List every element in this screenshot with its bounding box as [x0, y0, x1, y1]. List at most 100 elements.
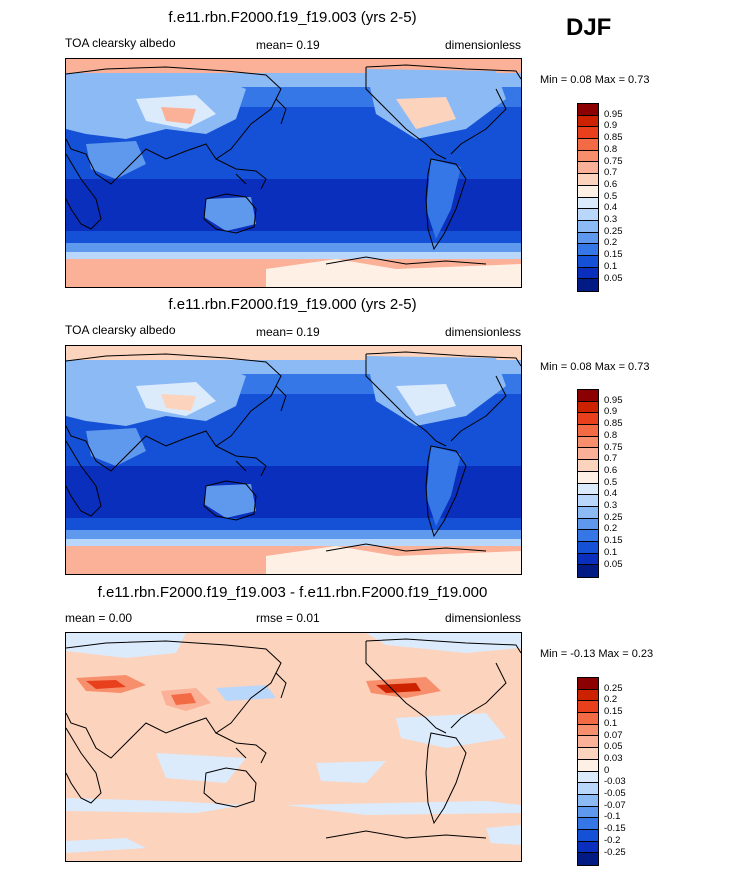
panel-2-minmax: Min = 0.08 Max = 0.73: [540, 361, 650, 373]
colorbar-label: 0.85: [604, 132, 623, 144]
panel-2-mean-label: mean= 0.19: [256, 325, 320, 339]
colorbar-label: 0.05: [604, 272, 623, 284]
panel-2-colorbar: [577, 389, 599, 578]
colorbar-swatch: [578, 518, 598, 531]
colorbar-label: 0.95: [604, 108, 623, 120]
colorbar-swatch: [578, 448, 598, 461]
colorbar-swatch: [578, 209, 598, 221]
panel-3-title: f.e11.rbn.F2000.f19_f19.003 - f.e11.rbn.…: [97, 584, 488, 601]
colorbar-label: -0.25: [604, 846, 626, 858]
panel-1-title: f.e11.rbn.F2000.f19_f19.003 (yrs 2-5): [168, 9, 417, 26]
colorbar-label: 0.07: [604, 729, 623, 741]
colorbar-label: 0.1: [604, 546, 618, 558]
colorbar-swatch: [578, 736, 598, 749]
panel-2-units-label: dimensionless: [445, 325, 522, 339]
colorbar-swatch: [578, 244, 598, 256]
colorbar-swatch: [578, 255, 598, 268]
colorbar-swatch: [578, 232, 598, 245]
colorbar-label: 0.4: [604, 488, 618, 500]
colorbar-label: 0.85: [604, 418, 623, 430]
colorbar-swatch: [578, 794, 598, 807]
colorbar-label: 0.5: [604, 190, 618, 202]
colorbar-label: 0.1: [604, 717, 618, 729]
colorbar-label: 0.6: [604, 464, 618, 476]
colorbar-label: 0.4: [604, 202, 618, 214]
panel-2-map: [65, 345, 522, 575]
colorbar-swatch: [578, 818, 598, 830]
colorbar-swatch: [578, 565, 598, 577]
panel-3-map: [65, 632, 522, 862]
colorbar-swatch: [578, 530, 598, 542]
colorbar-swatch: [578, 162, 598, 175]
colorbar-swatch: [578, 841, 598, 854]
colorbar-swatch: [578, 771, 598, 784]
colorbar-swatch: [578, 127, 598, 140]
colorbar-swatch: [578, 759, 598, 772]
colorbar-swatch: [578, 197, 598, 210]
colorbar-swatch: [578, 425, 598, 437]
colorbar-swatch: [578, 460, 598, 472]
colorbar-label: -0.05: [604, 788, 626, 799]
panel-3-minmax: Min = -0.13 Max = 0.23: [540, 648, 654, 660]
colorbar-swatch: [578, 483, 598, 496]
colorbar-swatch: [578, 541, 598, 554]
colorbar-label: 0.3: [604, 214, 618, 225]
colorbar-label: 0.75: [604, 441, 623, 453]
colorbar-swatch: [578, 436, 598, 449]
panel-3-colorbar: [577, 677, 599, 866]
colorbar-swatch: [578, 724, 598, 737]
colorbar-swatch: [578, 689, 598, 702]
panel-3-rmse-label: rmse = 0.01: [256, 611, 320, 625]
colorbar-label: 0.95: [604, 394, 623, 406]
colorbar-swatch: [578, 853, 598, 865]
colorbar-label: 0.9: [604, 120, 618, 132]
colorbar-label: -0.2: [604, 834, 621, 846]
colorbar-swatch: [578, 185, 598, 198]
panel-1-map: [65, 58, 522, 288]
colorbar-label: 0.75: [604, 155, 623, 167]
colorbar-label: -0.15: [604, 823, 626, 835]
colorbar-label: 0: [604, 764, 610, 776]
colorbar-swatch: [578, 139, 598, 151]
panel-3-units-label: dimensionless: [445, 611, 522, 625]
panel-2-variable-label: TOA clearsky albedo: [65, 323, 176, 337]
colorbar-label: 0.5: [604, 476, 618, 488]
colorbar-swatch: [578, 495, 598, 507]
colorbar-swatch: [578, 783, 598, 795]
colorbar-label: 0.3: [604, 500, 618, 511]
colorbar-swatch: [578, 829, 598, 842]
colorbar-label: 0.05: [604, 558, 623, 570]
colorbar-swatch: [578, 678, 598, 690]
panel-3-mean-label: mean = 0.00: [65, 611, 133, 625]
colorbar-swatch: [578, 267, 598, 280]
colorbar-swatch: [578, 413, 598, 426]
colorbar-label: 0.2: [604, 237, 618, 249]
colorbar-label: 0.2: [604, 694, 618, 706]
colorbar-swatch: [578, 150, 598, 163]
colorbar-label: 0.7: [604, 167, 618, 179]
colorbar-label: 0.6: [604, 178, 618, 190]
colorbar-swatch: [578, 748, 598, 760]
colorbar-swatch: [578, 471, 598, 484]
colorbar-swatch: [578, 401, 598, 414]
colorbar-swatch: [578, 220, 598, 233]
panel-1-mean-label: mean= 0.19: [256, 38, 320, 52]
colorbar-swatch: [578, 174, 598, 186]
colorbar-label: -0.1: [604, 811, 621, 823]
colorbar-swatch: [578, 713, 598, 725]
season-label: DJF: [566, 14, 612, 41]
colorbar-label: -0.03: [604, 776, 626, 788]
colorbar-swatch: [578, 806, 598, 819]
colorbar-label: 0.8: [604, 143, 618, 155]
colorbar-label: 0.15: [604, 706, 623, 718]
colorbar-label: -0.07: [604, 799, 626, 811]
colorbar-label: 0.25: [604, 225, 623, 237]
colorbar-label: 0.9: [604, 406, 618, 418]
colorbar-label: 0.15: [604, 249, 623, 261]
panel-1-variable-label: TOA clearsky albedo: [65, 36, 176, 50]
panel-1-units-label: dimensionless: [445, 38, 522, 52]
colorbar-label: 0.7: [604, 453, 618, 465]
colorbar-label: 0.05: [604, 741, 623, 753]
panel-1-minmax: Min = 0.08 Max = 0.73: [540, 74, 650, 86]
colorbar-label: 0.25: [604, 511, 623, 523]
